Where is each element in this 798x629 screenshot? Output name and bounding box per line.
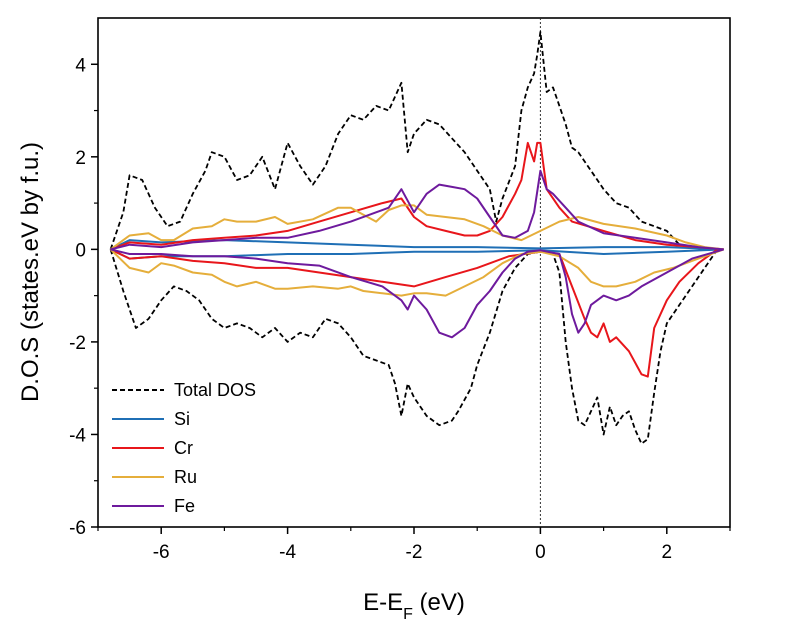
ticks-layer: -6 -4 -2 0 2 -6 -4 -2 0 2 4 (69, 55, 731, 563)
x-axis-title-unit: (eV) (413, 589, 465, 616)
legend-label-total-dos: Total DOS (174, 380, 256, 400)
y-tick-label: -6 (69, 518, 86, 539)
y-tick-label: 2 (75, 148, 86, 169)
x-axis-title-main: E-E (363, 589, 403, 616)
y-tick-label: -4 (69, 425, 86, 446)
series-layer (109, 31, 725, 445)
legend-label-cr: Cr (174, 438, 193, 458)
x-axis-title-subscript: F (403, 606, 413, 623)
y-axis-title: D.O.S (states.eV by f.u.) (17, 142, 44, 402)
x-tick-label: -6 (153, 542, 170, 563)
y-tick-label: 0 (75, 240, 86, 261)
legend-label-si: Si (174, 409, 190, 429)
series-cr-up (110, 141, 724, 251)
series-si-up (110, 239, 724, 251)
x-tick-label: -2 (406, 542, 423, 563)
x-tick-label: -4 (279, 542, 296, 563)
series-cr-down (110, 248, 718, 378)
x-tick-label: 0 (535, 542, 546, 563)
y-tick-label: 4 (75, 55, 86, 76)
series-ru-up (110, 204, 724, 251)
y-tick-label: -2 (69, 333, 86, 354)
series-fe-up (110, 169, 724, 251)
legend-label-fe: Fe (174, 496, 195, 516)
series-ru-down (109, 248, 725, 297)
legend: Total DOS Si Cr Ru Fe (112, 380, 256, 516)
series-total-dos-up (109, 31, 724, 251)
series-total-dos-down (109, 248, 719, 445)
series-fe-down (110, 248, 724, 339)
x-tick-label: 2 (662, 542, 673, 563)
x-axis-title: E-EF (eV) (363, 589, 465, 623)
legend-label-ru: Ru (174, 467, 197, 487)
